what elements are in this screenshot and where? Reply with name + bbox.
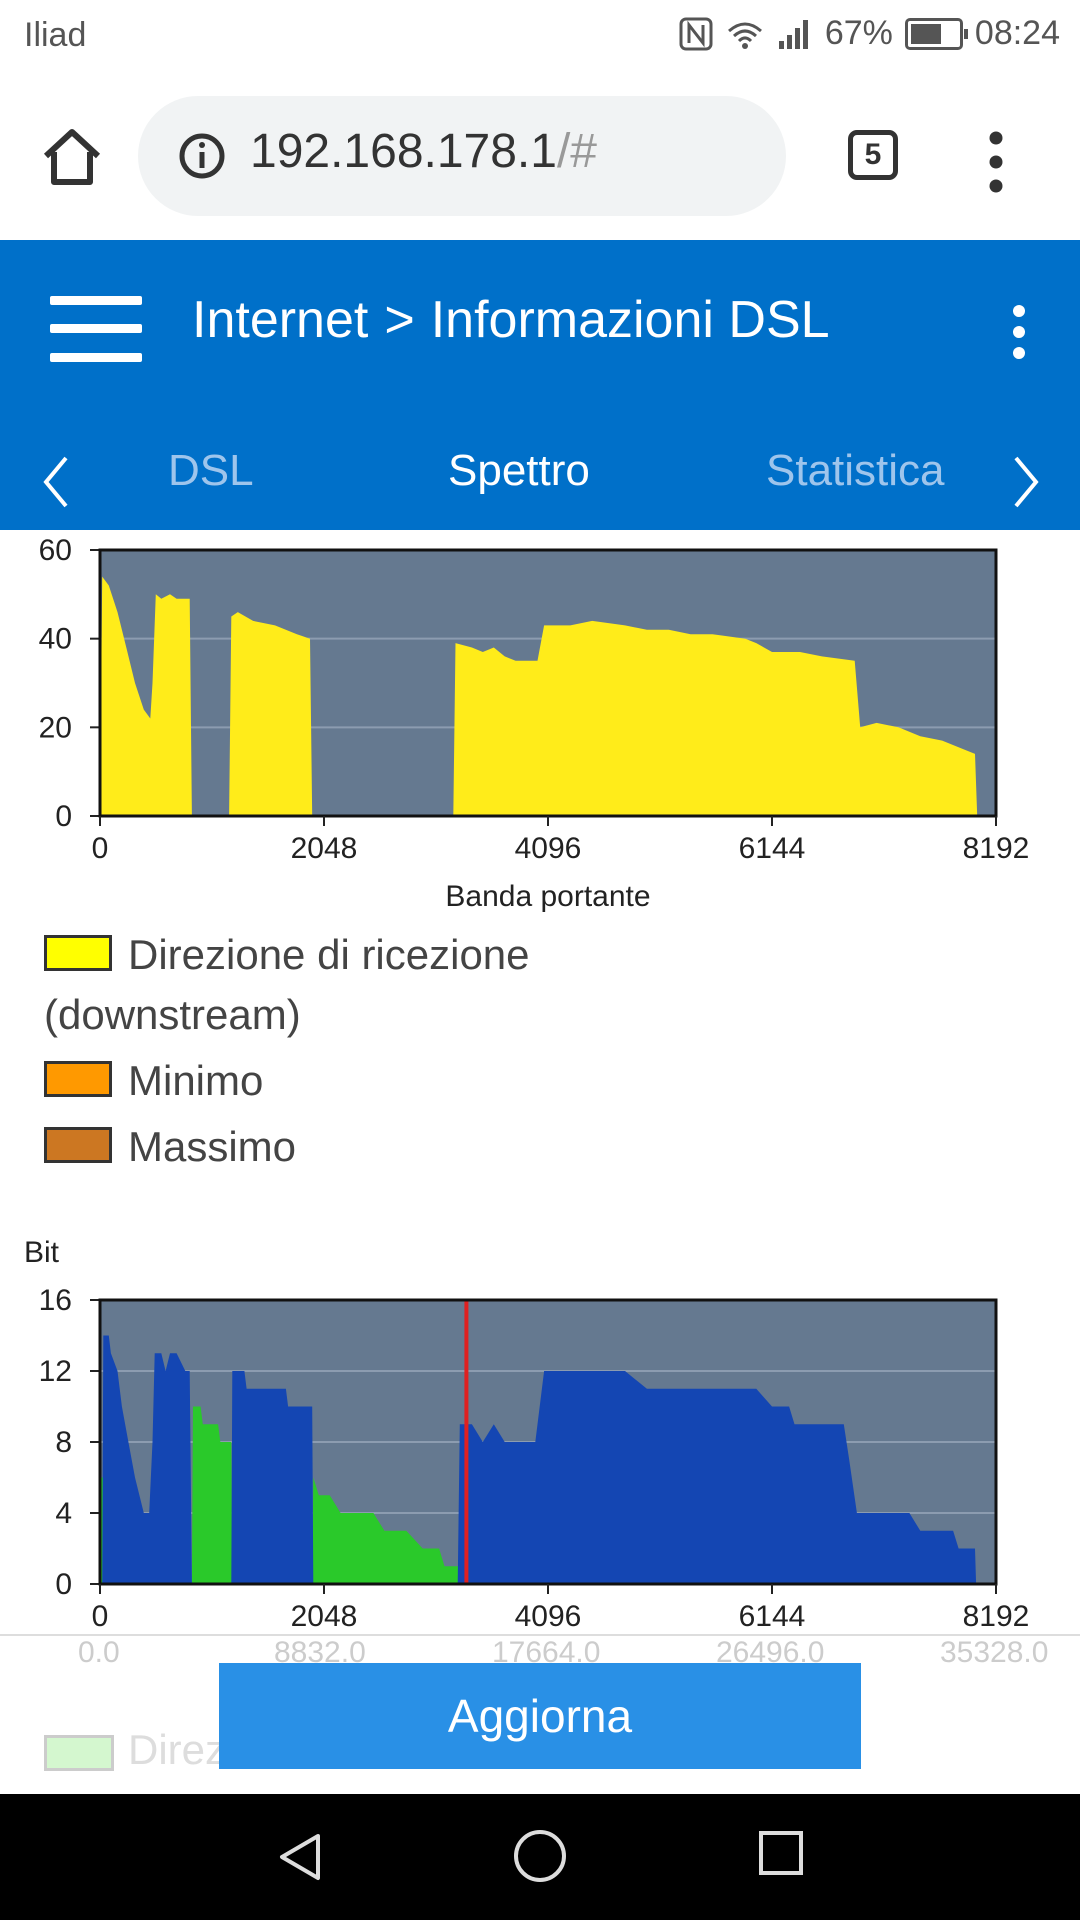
battery-percent: 67% — [824, 14, 893, 52]
hamburger-menu-icon[interactable] — [50, 296, 142, 362]
url-text[interactable]: 192.168.178.1/# — [250, 124, 597, 179]
bit-loading-chart-svg: 0 4 8 12 16 0 2048 4096 6144 8192 — [39, 1284, 1030, 1633]
x-axis-label: Banda portante — [445, 880, 650, 913]
url-hash: /# — [556, 125, 597, 178]
legend-swatch-minimum — [44, 1061, 112, 1097]
x-tick-label: 4096 — [515, 1600, 582, 1633]
legend-item-maximum: Massimo — [44, 1117, 604, 1177]
faded-legend-label: Direz — [128, 1726, 227, 1773]
series-area-downstream — [102, 1335, 977, 1584]
browser-toolbar: 192.168.178.1/# 5 — [0, 72, 1080, 240]
chart-legend: Direzione di ricezione (downstream) Mini… — [44, 925, 604, 1177]
series-area-direzione — [100, 576, 978, 816]
y-tick-label: 4 — [55, 1497, 72, 1530]
tab-dsl[interactable]: DSL — [168, 446, 254, 495]
faded-legend-swatch — [44, 1734, 114, 1771]
legend-swatch-downstream — [44, 935, 112, 971]
legend-item-downstream: Direzione di ricezione (downstream) — [44, 925, 604, 1045]
spectrum-chart-svg: 0 20 40 60 0 2048 4096 6144 8192 Banda portante — [39, 534, 1030, 913]
refresh-button[interactable]: Aggiorna — [219, 1663, 861, 1769]
y-tick-label: 0 — [55, 1568, 72, 1601]
chevron-left-icon[interactable] — [40, 454, 70, 510]
tab-switcher-button[interactable]: 5 — [848, 130, 898, 180]
x-tick-label: 0 — [92, 1600, 109, 1633]
home-icon[interactable] — [40, 124, 104, 188]
tab-spettro[interactable]: Spettro — [448, 446, 590, 495]
nfc-icon — [679, 17, 713, 50]
app-header: Internet > Informazioni DSL DSL Spettro St… — [0, 240, 1080, 579]
legend-label-downstream-cont: (downstream) — [44, 991, 301, 1038]
y-tick-label: 40 — [39, 623, 72, 656]
y-tick-label: 8 — [55, 1426, 72, 1459]
x-tick-label: 4096 — [515, 832, 582, 865]
x-tick-label: 8192 — [963, 832, 1030, 865]
bit-axis-label: Bit — [24, 1236, 60, 1269]
y-tick-label: 12 — [39, 1355, 72, 1388]
faded-tick: 0.0 — [78, 1636, 120, 1669]
url-host: 192.168.178.1 — [250, 125, 557, 178]
home-nav-icon[interactable] — [512, 1828, 568, 1884]
info-icon[interactable] — [178, 132, 226, 180]
bit-loading-chart: 0 4 8 12 16 0 2048 4096 6144 8192 — [0, 1230, 1080, 1660]
faded-tick: 35328.0 — [940, 1636, 1049, 1669]
breadcrumb: Internet > Informazioni DSL — [192, 290, 830, 350]
battery-icon — [904, 17, 968, 50]
y-tick-label: 16 — [39, 1284, 72, 1317]
wifi-icon — [727, 22, 762, 49]
legend-label-maximum: Massimo — [128, 1123, 297, 1170]
status-bar: Iliad 67% 08:24 — [0, 0, 1080, 72]
x-tick-label: 2048 — [291, 832, 358, 865]
faded-legend-item: Direz — [44, 1726, 226, 1774]
status-icons: 67% 08:24 — [679, 14, 1060, 53]
tab-bar: DSL Spettro Statistica — [0, 426, 1080, 530]
chevron-right-icon[interactable] — [1012, 454, 1042, 510]
carrier-name: Iliad — [24, 16, 87, 54]
x-tick-label: 6144 — [739, 1600, 806, 1633]
clock: 08:24 — [974, 14, 1060, 52]
recents-icon[interactable] — [758, 1830, 804, 1876]
y-tick-label: 0 — [55, 800, 72, 833]
x-tick-label: 8192 — [963, 1600, 1030, 1633]
back-icon[interactable] — [276, 1832, 326, 1882]
series-area-upstream — [100, 1406, 465, 1584]
legend-item-minimum: Minimo — [44, 1051, 604, 1111]
tab-statistica[interactable]: Statistica — [766, 446, 945, 495]
overlay-divider — [0, 1634, 1080, 1636]
header-menu-icon[interactable] — [1010, 304, 1028, 360]
y-tick-label: 20 — [39, 711, 72, 744]
address-bar[interactable]: 192.168.178.1/# — [138, 96, 786, 216]
legend-label-minimum: Minimo — [128, 1057, 264, 1104]
system-nav-bar — [0, 1794, 1080, 1920]
faded-frequency-axis: 0.0 8832.0 17664.0 26496.0 35328.0 — [0, 1636, 1080, 1672]
y-tick-label: 60 — [39, 534, 72, 567]
browser-menu-icon[interactable] — [986, 130, 1006, 194]
breadcrumb-parent[interactable]: Internet — [192, 291, 369, 349]
x-tick-label: 2048 — [291, 1600, 358, 1633]
signal-icon — [778, 19, 808, 49]
legend-label-downstream: Direzione di ricezione — [128, 931, 530, 978]
breadcrumb-separator: > — [384, 291, 415, 349]
x-tick-label: 6144 — [739, 832, 806, 865]
legend-swatch-maximum — [44, 1127, 112, 1163]
x-tick-label: 0 — [92, 832, 109, 865]
breadcrumb-current: Informazioni DSL — [430, 291, 830, 349]
spectrum-chart: 0 20 40 60 0 2048 4096 6144 8192 Banda portante — [0, 530, 1080, 930]
